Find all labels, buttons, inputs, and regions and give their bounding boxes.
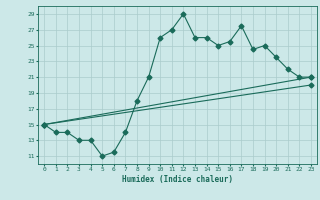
X-axis label: Humidex (Indice chaleur): Humidex (Indice chaleur)	[122, 175, 233, 184]
